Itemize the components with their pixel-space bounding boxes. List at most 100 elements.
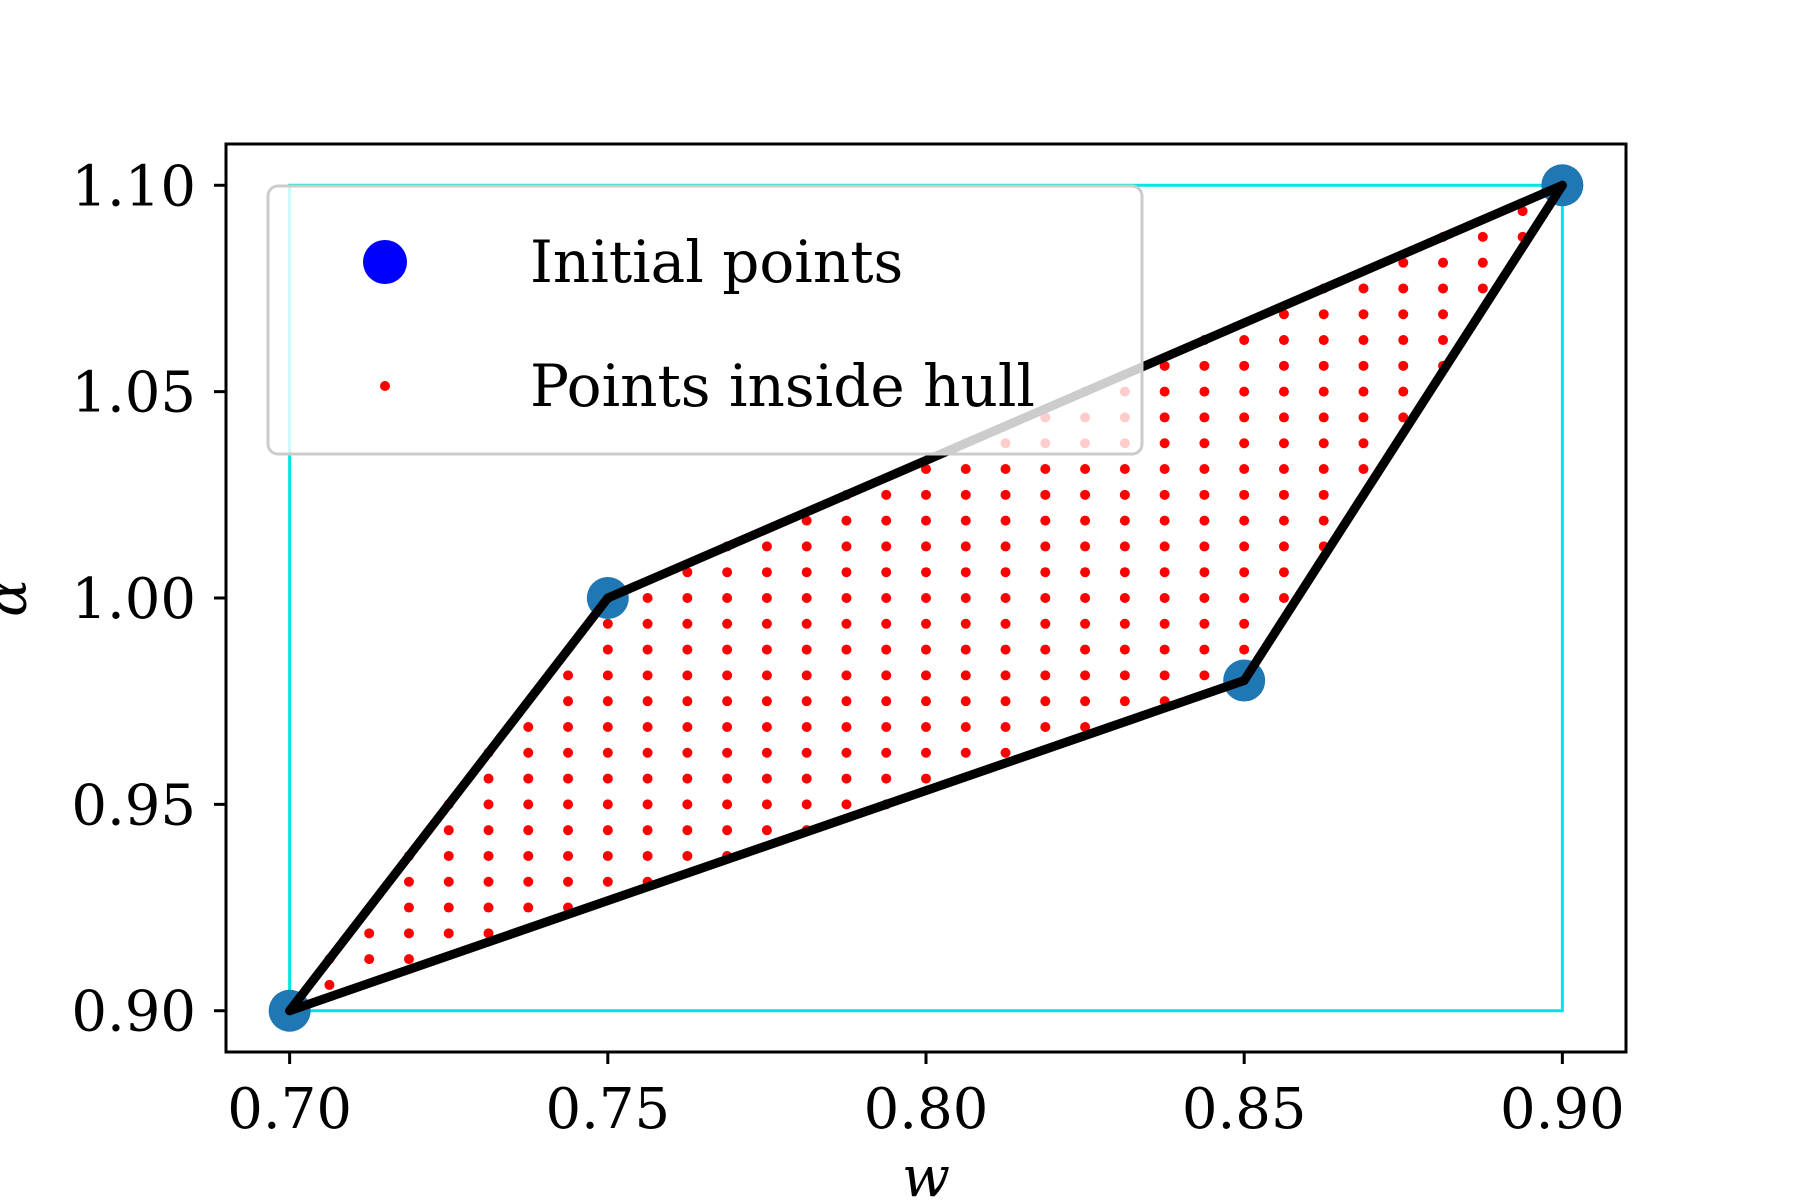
inside-point xyxy=(602,876,613,887)
inside-point xyxy=(602,799,613,810)
inside-point xyxy=(722,721,733,732)
inside-point xyxy=(1040,567,1051,578)
inside-point xyxy=(403,902,414,913)
inside-point xyxy=(1119,464,1130,475)
inside-point xyxy=(761,567,772,578)
inside-point xyxy=(642,644,653,655)
inside-point xyxy=(642,747,653,758)
inside-point xyxy=(722,696,733,707)
inside-point xyxy=(1000,747,1011,758)
inside-point xyxy=(1199,618,1210,629)
inside-point xyxy=(1358,360,1369,371)
inside-point xyxy=(1199,644,1210,655)
inside-point xyxy=(563,721,574,732)
inside-point xyxy=(1040,721,1051,732)
inside-point xyxy=(761,670,772,681)
y-tick-label: 1.05 xyxy=(71,361,196,426)
inside-point xyxy=(1239,386,1250,397)
inside-point xyxy=(1199,593,1210,603)
inside-point xyxy=(602,670,613,681)
inside-point xyxy=(1517,206,1528,217)
inside-point xyxy=(960,747,971,758)
inside-point xyxy=(1239,335,1250,346)
inside-point xyxy=(1000,464,1011,475)
inside-point xyxy=(921,541,931,552)
inside-point xyxy=(642,618,653,629)
inside-point xyxy=(1119,567,1130,578)
inside-point xyxy=(403,928,414,939)
inside-point xyxy=(881,670,892,681)
legend-marker-inside-points xyxy=(380,381,390,391)
inside-point xyxy=(682,773,693,784)
inside-point xyxy=(1159,360,1170,371)
inside-point xyxy=(1119,515,1130,526)
inside-point xyxy=(523,850,534,861)
inside-point xyxy=(682,644,693,655)
inside-point xyxy=(921,747,931,758)
inside-point xyxy=(921,644,931,655)
inside-point xyxy=(1239,412,1250,423)
inside-point xyxy=(1438,257,1449,268)
inside-point xyxy=(443,850,454,861)
inside-point xyxy=(642,670,653,681)
inside-point xyxy=(960,644,971,655)
inside-point xyxy=(1278,438,1289,449)
inside-point xyxy=(642,773,653,784)
inside-point xyxy=(921,489,931,500)
inside-point xyxy=(602,850,613,861)
inside-point xyxy=(483,928,494,939)
inside-point xyxy=(761,721,772,732)
inside-point xyxy=(1239,438,1250,449)
y-axis-label: α xyxy=(0,579,40,617)
inside-point xyxy=(801,773,812,784)
inside-point xyxy=(960,670,971,681)
inside-point xyxy=(403,876,414,887)
inside-point xyxy=(1080,567,1091,578)
inside-point xyxy=(1080,618,1091,629)
inside-point xyxy=(722,670,733,681)
inside-point xyxy=(682,799,693,810)
inside-point xyxy=(1358,464,1369,475)
inside-point xyxy=(881,567,892,578)
inside-point xyxy=(642,593,653,603)
inside-point xyxy=(921,773,931,784)
inside-point xyxy=(801,747,812,758)
legend-box xyxy=(266,184,1144,456)
inside-point xyxy=(1159,670,1170,681)
y-tick-label: 0.90 xyxy=(71,980,196,1045)
inside-point xyxy=(1119,489,1130,500)
inside-point xyxy=(1398,283,1409,294)
inside-point xyxy=(642,825,653,836)
inside-point xyxy=(682,593,693,603)
inside-point xyxy=(881,644,892,655)
inside-point xyxy=(960,489,971,500)
inside-point xyxy=(1119,618,1130,629)
inside-point xyxy=(801,541,812,552)
inside-point xyxy=(801,593,812,603)
inside-point xyxy=(1119,644,1130,655)
inside-point xyxy=(1199,567,1210,578)
inside-point xyxy=(1159,618,1170,629)
inside-point xyxy=(881,773,892,784)
legend-label-initial-points: Initial points xyxy=(530,228,903,296)
inside-point xyxy=(1318,412,1329,423)
inside-point xyxy=(523,799,534,810)
inside-point xyxy=(563,876,574,887)
inside-point xyxy=(881,489,892,500)
inside-point xyxy=(642,721,653,732)
inside-point xyxy=(1398,335,1409,346)
inside-point xyxy=(801,799,812,810)
inside-point xyxy=(801,515,812,526)
inside-point xyxy=(1040,618,1051,629)
inside-point xyxy=(483,876,494,887)
inside-point xyxy=(324,979,335,990)
y-tick-label: 0.95 xyxy=(71,773,196,838)
inside-point xyxy=(1318,515,1329,526)
inside-point xyxy=(602,644,613,655)
inside-point xyxy=(841,773,852,784)
inside-point xyxy=(443,928,454,939)
inside-point xyxy=(1318,489,1329,500)
inside-point xyxy=(1278,567,1289,578)
inside-point xyxy=(1080,541,1091,552)
inside-point xyxy=(1119,696,1130,707)
